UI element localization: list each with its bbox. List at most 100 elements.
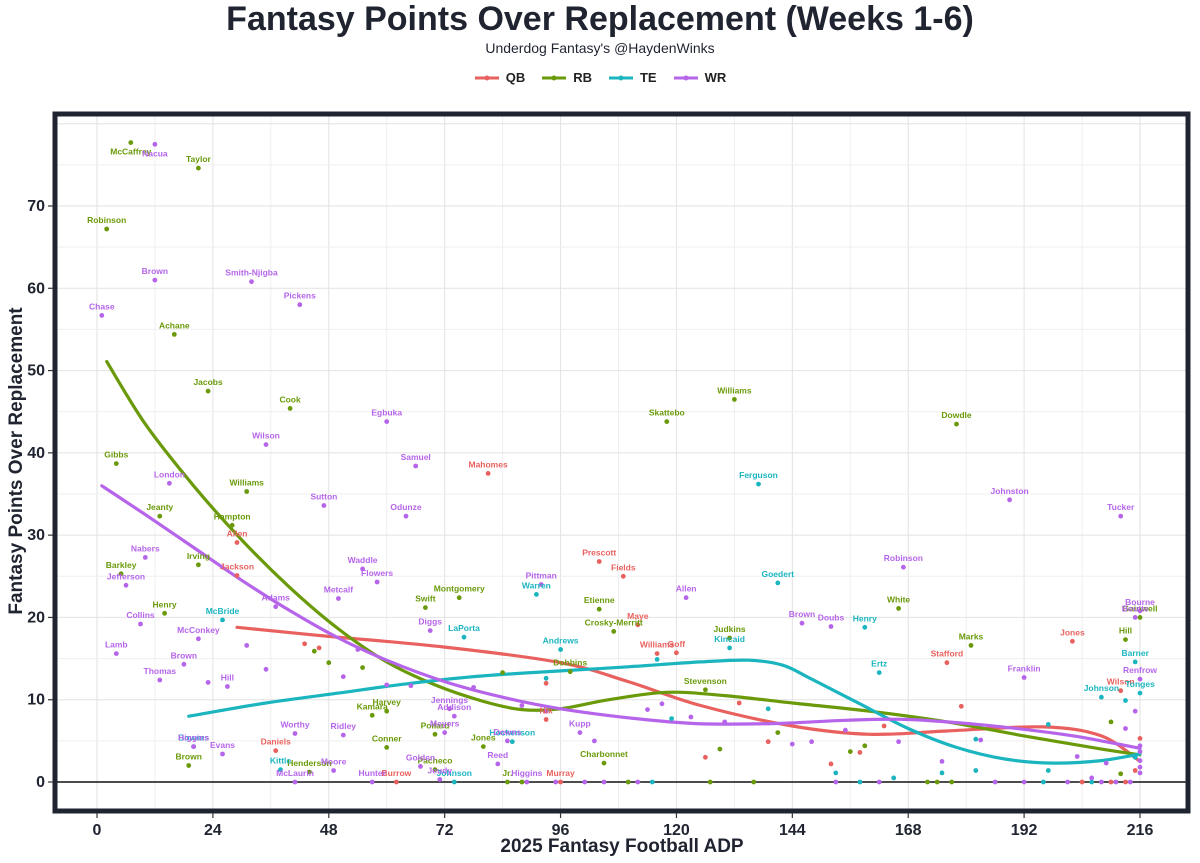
point-wr bbox=[843, 727, 848, 733]
point-te bbox=[857, 779, 863, 785]
point-te bbox=[461, 634, 467, 640]
point-label-sutton: Sutton bbox=[310, 492, 337, 502]
point-label-taylor: Taylor bbox=[186, 154, 212, 164]
point-wr bbox=[1113, 779, 1119, 785]
point-label-hill: Hill bbox=[1119, 626, 1132, 636]
point-label-ertz: Ertz bbox=[871, 659, 887, 669]
y-tick-label: 30 bbox=[27, 527, 45, 544]
point-te bbox=[1123, 698, 1128, 703]
point-wr bbox=[447, 706, 452, 712]
point-label-pollard: Pollard bbox=[421, 720, 450, 730]
point-wr bbox=[519, 703, 525, 708]
point-wr bbox=[833, 779, 839, 785]
point-rb bbox=[1123, 637, 1128, 642]
point-wr bbox=[263, 442, 269, 447]
point-label-crosky-merritt: Crosky-Merritt bbox=[585, 617, 643, 627]
point-label-mahomes: Mahomes bbox=[468, 459, 507, 469]
point-rb bbox=[596, 606, 602, 612]
point-wr bbox=[592, 738, 597, 744]
data-points bbox=[99, 140, 1143, 785]
point-wr bbox=[1137, 770, 1143, 776]
point-rb bbox=[432, 767, 438, 773]
grid bbox=[55, 114, 1188, 811]
point-label-judkins: Judkins bbox=[714, 624, 746, 634]
point-wr bbox=[142, 555, 148, 560]
point-label-brown: Brown bbox=[142, 266, 168, 276]
point-te bbox=[1045, 768, 1051, 773]
point-label-swift: Swift bbox=[415, 594, 435, 604]
point-label-stafford: Stafford bbox=[931, 649, 964, 659]
point-label-goff: Goff bbox=[668, 639, 686, 649]
point-rb bbox=[717, 746, 723, 752]
point-te bbox=[1041, 779, 1046, 785]
point-rb bbox=[196, 165, 201, 171]
point-te bbox=[1132, 659, 1138, 665]
point-rb bbox=[954, 421, 959, 427]
point-label-marks: Marks bbox=[959, 631, 984, 641]
point-label-thomas: Thomas bbox=[144, 666, 177, 676]
point-qb bbox=[765, 739, 771, 745]
point-wr bbox=[413, 463, 419, 469]
point-qb bbox=[620, 573, 626, 579]
point-rb bbox=[727, 635, 732, 641]
legend-item-rb: RB bbox=[541, 70, 592, 85]
point-rb bbox=[1108, 719, 1114, 725]
legend-label-rb: RB bbox=[573, 70, 592, 85]
point-wr bbox=[1137, 764, 1143, 770]
trend-lines bbox=[100, 359, 1142, 765]
point-qb bbox=[596, 559, 602, 564]
point-rb bbox=[423, 605, 428, 610]
point-rb bbox=[601, 760, 607, 766]
y-tick-label: 50 bbox=[27, 363, 45, 380]
point-te bbox=[775, 580, 781, 586]
point-wr bbox=[1089, 775, 1095, 781]
point-label-higgins: Higgins bbox=[178, 733, 209, 743]
point-wr bbox=[181, 661, 187, 667]
legend-swatch-rb bbox=[542, 75, 567, 80]
point-label-jr: Jr. bbox=[502, 768, 512, 778]
trend-line-rb bbox=[105, 359, 1142, 757]
point-te bbox=[509, 739, 515, 745]
point-rb bbox=[751, 779, 757, 785]
point-wr bbox=[1103, 760, 1109, 766]
point-wr bbox=[152, 277, 158, 283]
point-label-williams: Williams bbox=[717, 385, 752, 395]
legend-item-te: TE bbox=[608, 70, 657, 85]
point-qb bbox=[828, 761, 834, 767]
point-rb bbox=[896, 606, 901, 611]
point-label-johnson: Johnson bbox=[1084, 683, 1119, 693]
point-label-jones: Jones bbox=[1060, 627, 1085, 637]
point-wr bbox=[1132, 615, 1138, 620]
point-wr bbox=[1137, 676, 1143, 682]
point-label-golden: Golden bbox=[406, 752, 435, 762]
point-rb bbox=[625, 779, 631, 785]
point-rb bbox=[360, 665, 365, 670]
point-rb bbox=[244, 489, 250, 494]
point-label-johnston: Johnston bbox=[990, 486, 1028, 496]
point-wr bbox=[1118, 513, 1124, 519]
point-rb bbox=[732, 397, 737, 402]
point-wr bbox=[1123, 726, 1128, 731]
point-label-andrews: Andrews bbox=[543, 636, 579, 646]
point-rb bbox=[113, 461, 119, 466]
point-wr bbox=[321, 503, 327, 508]
chart-subtitle: Underdog Fantasy's @HaydenWinks bbox=[485, 40, 715, 56]
y-tick-label: 40 bbox=[27, 445, 45, 462]
point-wr bbox=[1007, 497, 1012, 503]
y-tick-label: 70 bbox=[27, 198, 45, 215]
point-wr bbox=[157, 677, 163, 683]
point-rb bbox=[707, 779, 713, 785]
point-wr bbox=[828, 624, 834, 629]
point-label-allen: Allen bbox=[227, 529, 248, 539]
x-tick-label: 120 bbox=[663, 822, 690, 839]
point-label-laporta: LaPorta bbox=[448, 623, 480, 633]
point-label-montgomery: Montgomery bbox=[434, 584, 485, 594]
point-label-meyers: Meyers bbox=[430, 719, 460, 729]
point-te bbox=[543, 675, 549, 681]
point-wr bbox=[1074, 754, 1080, 759]
point-label-bowers: Bowers bbox=[178, 733, 209, 743]
x-tick-label: 168 bbox=[895, 822, 922, 839]
point-rb bbox=[157, 513, 163, 519]
point-rb bbox=[104, 226, 110, 232]
